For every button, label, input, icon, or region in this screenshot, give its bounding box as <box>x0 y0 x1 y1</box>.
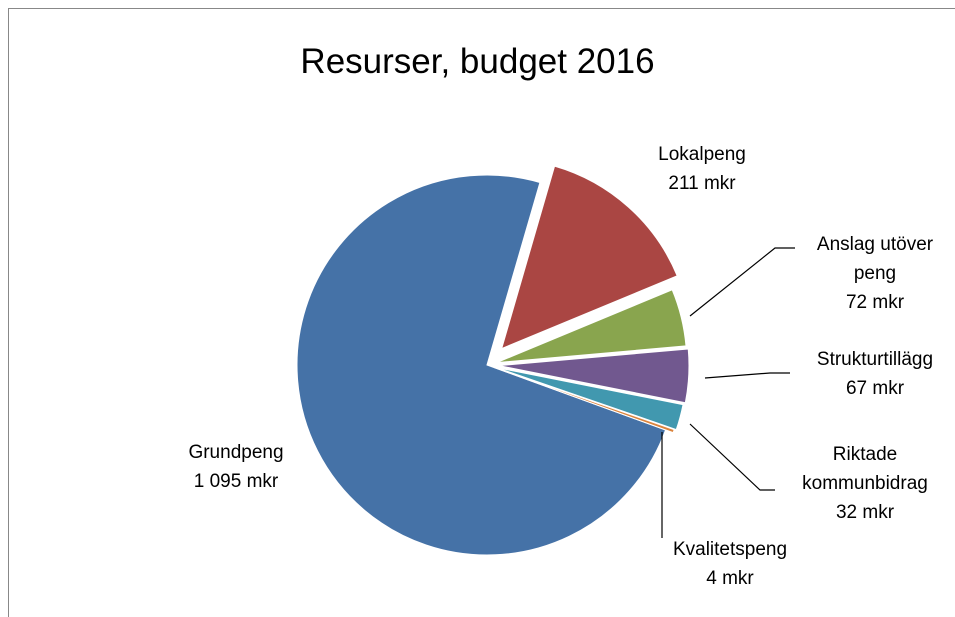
pie-slice <box>496 367 684 431</box>
category-name: Strukturtillägg <box>816 349 934 370</box>
data-label: Anslag utöver peng 72 mkr <box>810 230 940 317</box>
pie-slice <box>494 367 675 434</box>
data-label: Kvalitetspeng 4 mkr <box>650 535 810 593</box>
value-label: 32 mkr <box>835 502 895 523</box>
value-label: 67 mkr <box>845 378 905 399</box>
pie-slice <box>500 165 678 350</box>
pie-slice <box>296 174 667 556</box>
category-name: Lokalpeng <box>658 144 746 165</box>
pie-slice <box>498 348 690 404</box>
data-label: Riktade kommunbidrag 32 mkr <box>795 440 935 527</box>
category-name: Anslag utöver peng <box>816 234 934 284</box>
category-name: Kvalitetspeng <box>672 539 788 560</box>
leaders <box>661 247 795 538</box>
pie-slice <box>496 289 687 364</box>
data-label: Lokalpeng 211 mkr <box>632 140 772 198</box>
slices <box>296 165 690 556</box>
data-label: Grundpeng 1 095 mkr <box>166 438 306 496</box>
category-name: Riktade kommunbidrag <box>802 444 928 494</box>
value-label: 211 mkr <box>668 173 736 194</box>
value-label: 72 mkr <box>845 292 905 313</box>
category-name: Grundpeng <box>188 442 284 463</box>
value-label: 4 mkr <box>706 568 754 589</box>
value-label: 1 095 mkr <box>193 471 279 492</box>
data-label: Strukturtillägg 67 mkr <box>780 345 955 403</box>
frame <box>8 8 955 617</box>
chart-title: Resurser, budget 2016 <box>300 42 655 81</box>
leader-line <box>689 423 775 491</box>
leader-line <box>689 247 795 317</box>
leader-line <box>704 372 790 379</box>
